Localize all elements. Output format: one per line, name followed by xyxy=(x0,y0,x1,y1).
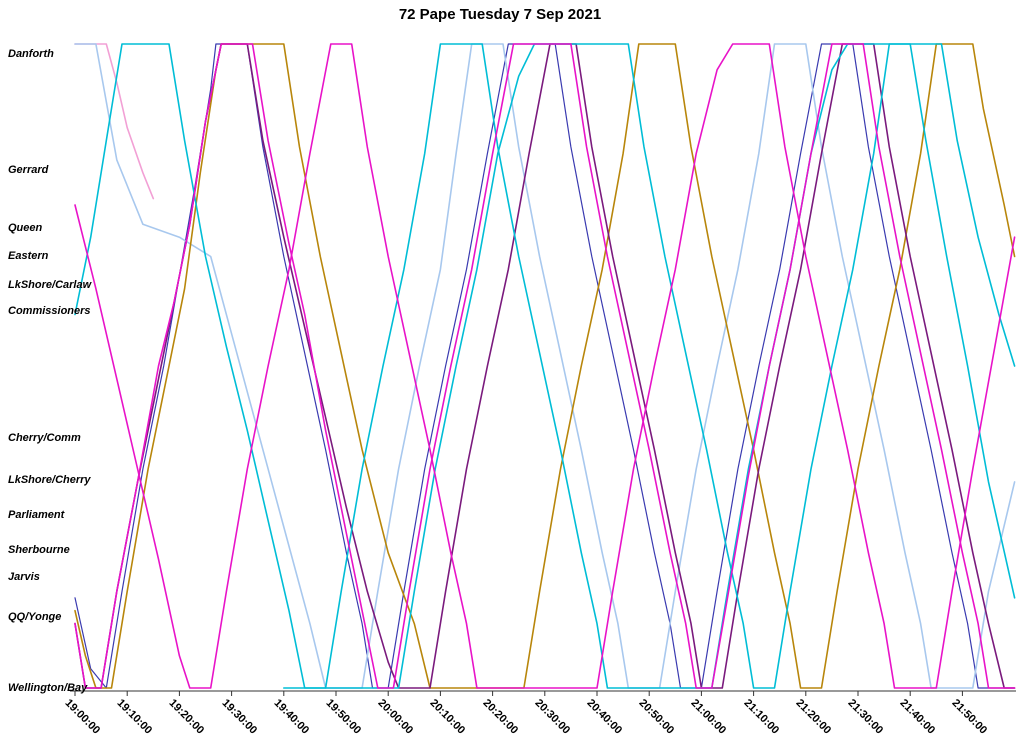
y-axis-station-label: Commissioners xyxy=(8,305,91,318)
series-line-vehicle-lightblue xyxy=(74,43,1016,689)
y-axis-station-label: Parliament xyxy=(8,508,65,521)
y-axis-station-label: Gerrard xyxy=(8,164,49,177)
y-axis-station-label: Eastern xyxy=(8,249,49,262)
series-line-vehicle-cyan-b xyxy=(282,43,1016,689)
series-line-vehicle-purple xyxy=(74,43,1016,689)
y-axis-station-label: Cherry/Comm xyxy=(8,432,81,445)
y-axis-station-label: Sherbourne xyxy=(8,544,70,557)
y-axis-station-label: Queen xyxy=(8,222,43,235)
series-line-vehicle-magenta-a xyxy=(74,43,1016,689)
y-axis-station-label: QQ/Yonge xyxy=(8,611,62,624)
series-line-vehicle-gold xyxy=(74,43,1016,689)
chart-title: 72 Pape Tuesday 7 Sep 2021 xyxy=(398,6,602,23)
y-axis-station-label: LkShore/Carlaw xyxy=(8,278,92,291)
series-line-vehicle-lightpink xyxy=(74,43,155,200)
series-line-vehicle-navy xyxy=(74,43,1016,689)
series-line-vehicle-cyan-a xyxy=(74,43,1016,689)
y-axis-station-label: LkShore/Cherry xyxy=(8,473,91,486)
y-axis-station-label: Jarvis xyxy=(8,571,40,584)
y-axis-station-label: Wellington/Bay xyxy=(8,682,88,694)
series-line-vehicle-magenta-b xyxy=(74,43,1016,689)
y-axis-station-label: Danforth xyxy=(8,48,54,61)
